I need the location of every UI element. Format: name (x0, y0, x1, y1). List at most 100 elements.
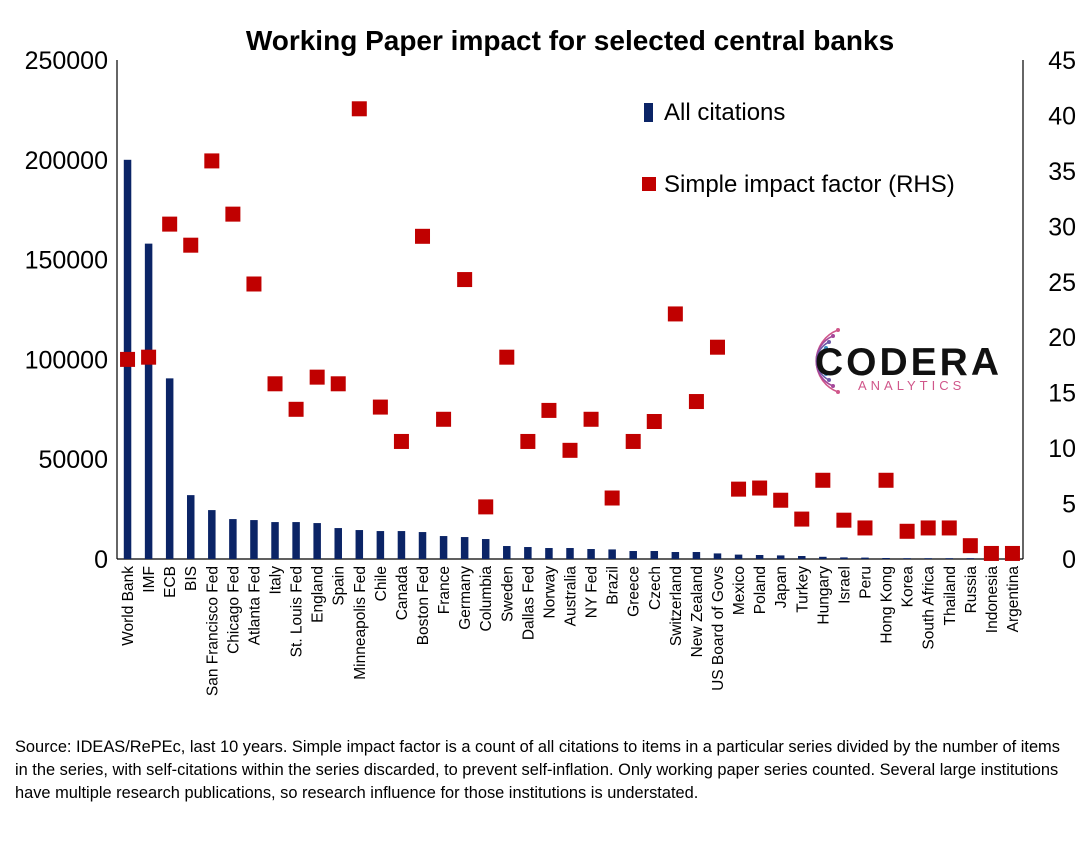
point-impact-factor (1004, 545, 1020, 561)
category-label: Thailand (942, 566, 959, 625)
point-impact-factor (752, 480, 768, 496)
category-label: Chile (373, 566, 390, 601)
category-label: World Bank (120, 566, 137, 646)
point-impact-factor (920, 520, 936, 536)
category-label: New Zealand (689, 566, 706, 657)
category-label: BIS (183, 566, 200, 591)
point-impact-factor (478, 499, 494, 515)
bar-all-citations (460, 537, 469, 559)
bar-all-citations (840, 557, 848, 559)
left-tick-label: 50000 (38, 446, 108, 474)
left-tick-label: 250000 (25, 47, 108, 75)
point-impact-factor (983, 545, 999, 561)
logo-name: CODERA (815, 341, 1002, 384)
bar-all-citations (671, 552, 680, 559)
bar-all-citations (903, 558, 911, 559)
point-impact-factor (457, 272, 473, 288)
right-tick-label: 0 (1062, 546, 1076, 574)
bar-all-citations (229, 519, 237, 559)
left-tick-label: 200000 (25, 147, 108, 175)
bar-all-citations (503, 546, 511, 559)
left-tick-labels: 0 50000 100000 150000 200000 250000 (25, 47, 108, 574)
category-label: Atlanta Fed (246, 566, 263, 645)
bar-all-citations (861, 557, 869, 559)
category-label: Minneapolis Fed (352, 566, 369, 680)
point-impact-factor (941, 520, 957, 536)
bar-all-citations (945, 558, 954, 559)
point-impact-factor (709, 339, 725, 355)
left-tick-label: 150000 (25, 247, 108, 275)
point-impact-factor (267, 376, 283, 392)
category-label: ECB (162, 566, 179, 598)
bar-all-citations (650, 551, 659, 559)
bar-all-citations (144, 243, 153, 559)
bar-all-citations (334, 528, 342, 559)
bar-all-citations (355, 530, 364, 559)
bar-all-citations (292, 522, 300, 559)
right-tick-label: 40 (1048, 102, 1076, 130)
point-impact-factor (857, 520, 873, 536)
point-impact-factor (604, 490, 620, 506)
bar-all-citations (798, 556, 806, 559)
category-label: Germany (457, 566, 474, 630)
point-impact-factor (688, 394, 704, 410)
category-label: Hungary (815, 566, 832, 625)
point-impact-factor (183, 237, 199, 253)
category-label: Brazil (605, 566, 622, 605)
bar-all-citations (397, 531, 406, 559)
category-label: Czech (647, 566, 664, 610)
category-label: Greece (626, 566, 643, 617)
legend-label-all-citations: All citations (664, 99, 785, 126)
point-impact-factor (541, 402, 557, 418)
bar-all-citations (776, 555, 785, 559)
category-label: Korea (900, 566, 917, 608)
bar-all-citations (882, 558, 890, 559)
category-label: Switzerland (668, 566, 685, 646)
category-label: Norway (541, 566, 558, 619)
right-tick-label: 25 (1048, 269, 1076, 297)
point-impact-factor (415, 228, 431, 244)
right-tick-labels: 0 5 10 15 20 25 30 35 40 45 (1048, 47, 1076, 574)
point-impact-factor (667, 306, 683, 322)
point-impact-factor (246, 276, 262, 292)
point-impact-factor (646, 413, 662, 429)
category-label: Australia (563, 566, 580, 627)
bar-all-citations (208, 510, 216, 559)
category-label: Italy (268, 566, 285, 595)
point-impact-factor (731, 481, 747, 497)
right-tick-label: 20 (1048, 324, 1076, 352)
right-tick-label: 35 (1048, 158, 1076, 186)
codera-logo: CODERA ANALYTICS (815, 328, 1002, 394)
point-impact-factor (141, 349, 157, 365)
logo-tagline: ANALYTICS (858, 378, 965, 393)
category-label: Peru (857, 566, 874, 599)
point-impact-factor (330, 376, 346, 392)
point-impact-factor (436, 411, 452, 427)
bar-all-citations (734, 554, 743, 559)
point-impact-factor (372, 399, 388, 415)
legend: All citations Simple impact factor (RHS) (642, 99, 955, 198)
bar-all-citations (439, 536, 448, 559)
point-impact-factor (562, 442, 578, 458)
bar-all-citations (587, 549, 595, 559)
bar-all-citations (376, 531, 385, 559)
right-tick-label: 5 (1062, 491, 1076, 519)
point-impact-factor (499, 349, 515, 365)
left-tick-label: 100000 (25, 346, 108, 374)
category-label: NY Fed (584, 566, 601, 618)
category-label: Sweden (499, 566, 516, 622)
left-tick-label: 0 (94, 546, 108, 574)
bar-all-citations (566, 548, 574, 559)
point-impact-factor (962, 538, 978, 554)
category-label: Russia (963, 566, 980, 614)
category-label: Canada (394, 566, 411, 621)
category-label: US Board of Govs (710, 566, 727, 691)
bar-all-citations (755, 555, 764, 559)
right-tick-label: 30 (1048, 213, 1076, 241)
point-impact-factor (583, 411, 599, 427)
category-label: Indonesia (984, 566, 1001, 634)
point-impact-factor (815, 472, 831, 488)
category-label: IMF (141, 566, 158, 593)
category-label: Mexico (731, 566, 748, 615)
bar-all-citations (481, 539, 490, 559)
